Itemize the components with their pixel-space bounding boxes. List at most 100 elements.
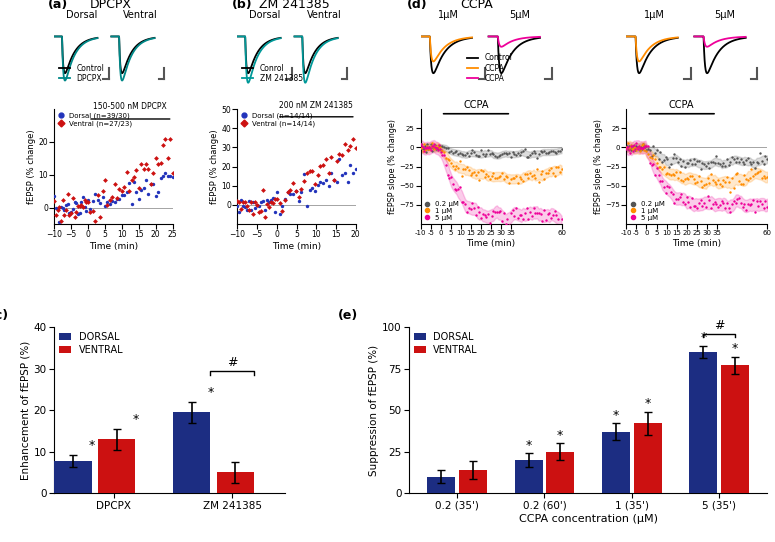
Point [336, 171, 349, 180]
Point [632, 142, 645, 151]
Point [505, 152, 517, 161]
Point [679, 199, 691, 208]
Text: 5μM: 5μM [715, 10, 735, 21]
Point [653, 163, 665, 171]
Point [48, 192, 60, 201]
Point [452, 150, 464, 158]
Point [292, 197, 305, 205]
Point [87, 196, 99, 205]
Point [457, 165, 470, 173]
Point [623, 144, 636, 152]
Point [265, 198, 277, 207]
Point [303, 167, 315, 176]
Point [115, 187, 128, 196]
Point [298, 177, 310, 185]
Point [270, 188, 283, 197]
Point [686, 172, 698, 180]
Point [425, 140, 437, 149]
Point [728, 183, 740, 192]
Point [319, 154, 332, 163]
Point [684, 203, 697, 212]
Point [654, 147, 666, 156]
Point [491, 173, 503, 182]
Point [284, 185, 297, 194]
Point [422, 143, 435, 152]
Point [633, 141, 646, 150]
Point [255, 207, 267, 215]
Point [480, 150, 492, 158]
Point [677, 156, 690, 165]
Point [339, 169, 351, 178]
Point [432, 140, 444, 149]
Point [677, 197, 690, 206]
Bar [217, 473, 254, 493]
Point [550, 163, 563, 171]
Point [506, 174, 518, 183]
Point [72, 210, 84, 218]
Text: *: * [613, 409, 619, 422]
Point [432, 145, 444, 153]
Point [143, 190, 155, 198]
Point [761, 155, 773, 164]
Point [637, 140, 649, 149]
Point [290, 186, 302, 195]
Text: 200 nM ZM 241385: 200 nM ZM 241385 [280, 101, 353, 110]
Point [761, 203, 773, 211]
Point [498, 175, 510, 184]
Point [665, 188, 677, 196]
Point [317, 161, 329, 170]
Point [466, 169, 478, 177]
Point [499, 220, 512, 228]
Point [639, 142, 652, 151]
Point [646, 151, 658, 160]
Point [491, 207, 503, 216]
Text: (c): (c) [0, 308, 9, 321]
Point [438, 148, 450, 157]
Point [680, 193, 693, 202]
Point [456, 150, 468, 159]
Point [477, 166, 489, 175]
Point [152, 159, 164, 168]
Point [301, 202, 313, 211]
Point [711, 180, 723, 189]
Point [61, 189, 74, 198]
Point [666, 170, 679, 179]
Point [665, 170, 677, 179]
Point [480, 170, 492, 178]
Point [249, 198, 261, 207]
Point [682, 159, 694, 167]
Point [432, 143, 445, 151]
Text: Dorsal: Dorsal [66, 10, 97, 21]
Point [722, 161, 735, 170]
Legend: 0.2 μM, 1 μM, 5 μM: 0.2 μM, 1 μM, 5 μM [424, 201, 459, 221]
Point [135, 160, 147, 169]
Point [693, 198, 705, 207]
Point [89, 190, 102, 198]
Point [633, 143, 646, 151]
Point [295, 185, 308, 194]
Point [53, 218, 66, 227]
Point [496, 149, 508, 158]
Point [419, 144, 432, 153]
Point [496, 169, 508, 178]
Point [499, 149, 512, 157]
Point [443, 147, 456, 156]
Text: *: * [133, 414, 139, 427]
Point [663, 183, 676, 191]
Point [698, 180, 711, 189]
Point [161, 172, 174, 180]
Bar [459, 470, 487, 493]
Text: CCPA: CCPA [463, 100, 489, 110]
Point [549, 207, 561, 215]
Text: Dorsal: Dorsal [470, 0, 506, 1]
Point [532, 150, 545, 158]
Text: CCPA: CCPA [669, 100, 694, 110]
Point [478, 152, 491, 160]
Point [429, 144, 442, 152]
Point [58, 211, 71, 220]
Point [147, 169, 160, 177]
Point [487, 150, 499, 158]
Point [281, 188, 294, 197]
Point [466, 198, 478, 207]
Point [96, 193, 108, 202]
